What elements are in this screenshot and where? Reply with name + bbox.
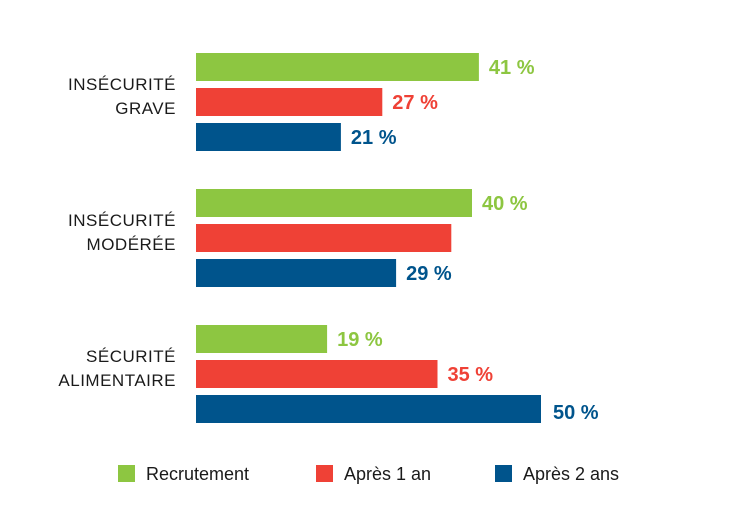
category-label: GRAVE (115, 99, 176, 118)
legend-label: Recrutement (146, 464, 249, 484)
legend-swatch (316, 465, 333, 482)
category-label: ALIMENTAIRE (58, 371, 176, 390)
bars-group (196, 53, 541, 423)
value-label: 35 % (448, 364, 494, 386)
bar (196, 53, 479, 81)
bar (196, 224, 452, 252)
value-label: 21 % (351, 127, 397, 149)
value-label: 29 % (406, 263, 452, 285)
bar (196, 360, 438, 388)
legend: Recrutement Après 1 an Après 2 ans (118, 464, 619, 484)
value-label: 50 % (553, 402, 599, 424)
bar (196, 88, 383, 116)
category-label: MODÉRÉE (87, 235, 176, 254)
legend-swatch (118, 465, 135, 482)
legend-label: Après 1 an (344, 464, 431, 484)
category-labels: INSÉCURITÉ GRAVE INSÉCURITÉ MODÉRÉE SÉCURITÉ… (58, 75, 176, 390)
bar (196, 325, 328, 353)
value-label: 27 % (392, 92, 438, 114)
category-label: INSÉCURITÉ (68, 75, 176, 94)
bar (196, 395, 541, 423)
category-label: INSÉCURITÉ (68, 211, 176, 230)
value-labels: 41 % 27 % 21 % 40 % 29 % 19 % 35 % 50 % (337, 57, 599, 424)
value-label: 41 % (489, 57, 535, 79)
bar (196, 259, 397, 287)
bar (196, 189, 472, 217)
legend-swatch (495, 465, 512, 482)
legend-label: Après 2 ans (523, 464, 619, 484)
category-label: SÉCURITÉ (86, 347, 176, 366)
bar (196, 123, 341, 151)
value-label: 19 % (337, 329, 383, 351)
value-label: 40 % (482, 193, 528, 215)
